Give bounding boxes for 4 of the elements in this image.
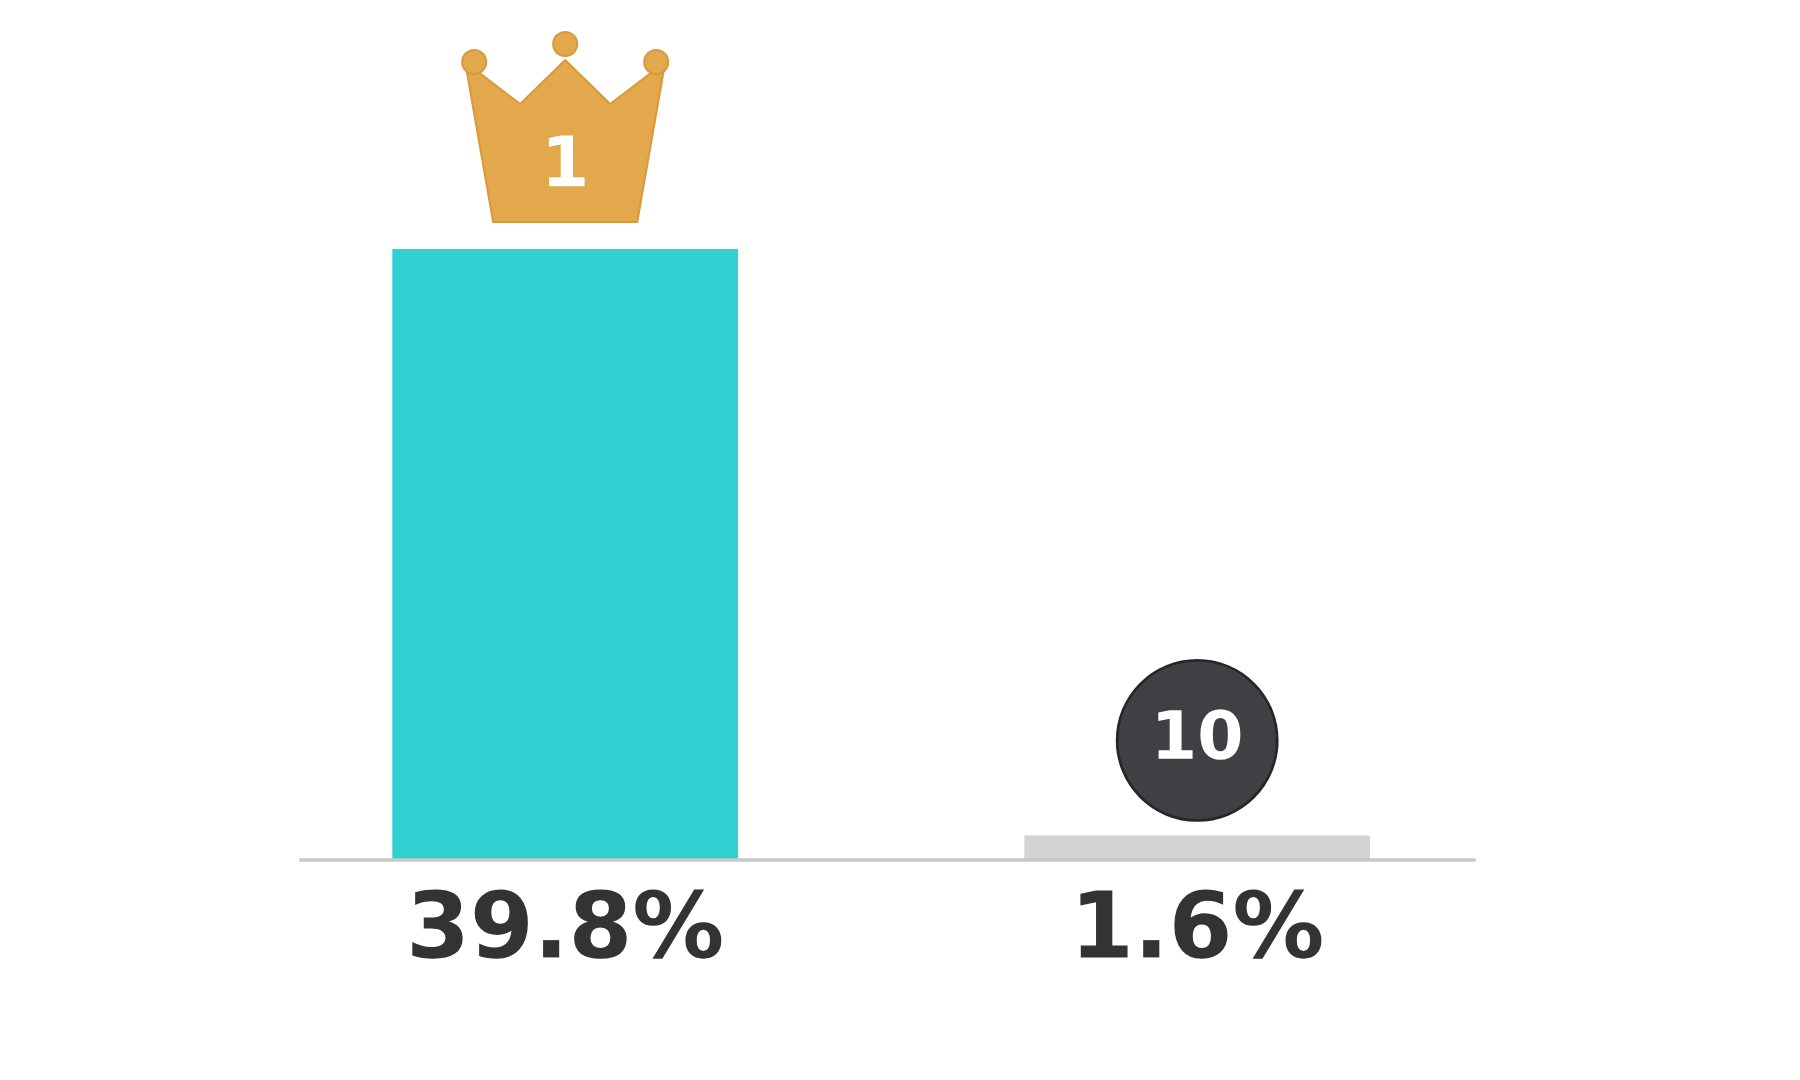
- data-label: 39.8%: [412, 889, 722, 959]
- data-label: 1.6%: [1080, 889, 1322, 959]
- x-tick-label: 1: [548, 135, 585, 187]
- x-tick-label: 10: [1158, 709, 1241, 760]
